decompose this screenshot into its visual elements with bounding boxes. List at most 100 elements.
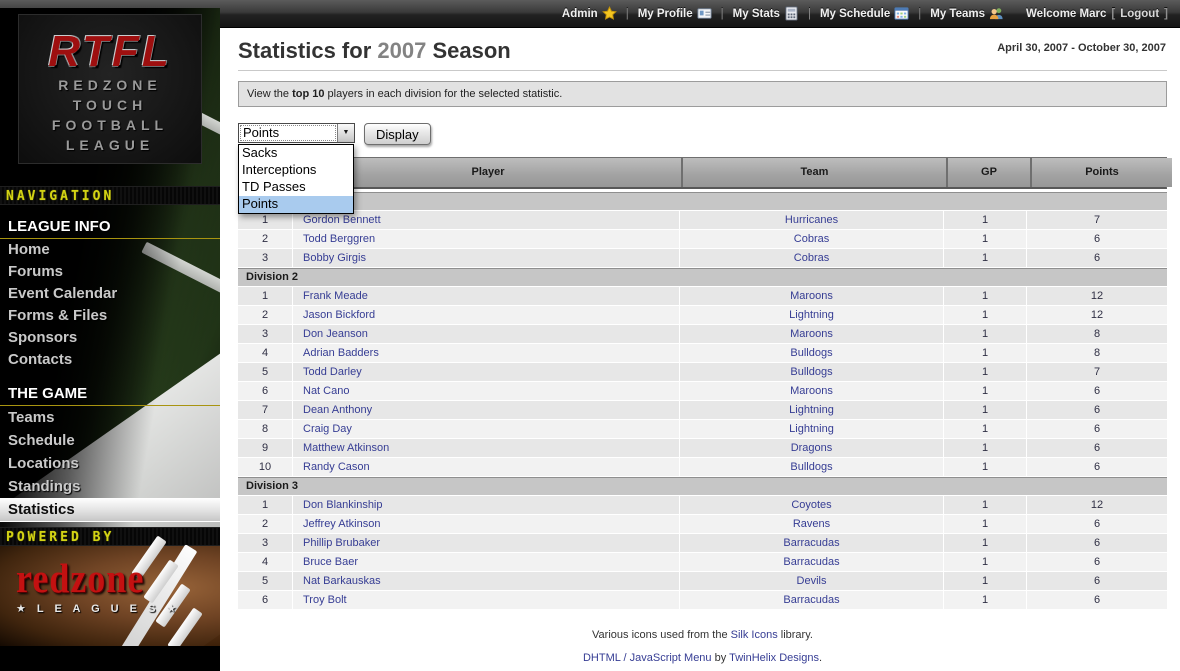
my-teams-label: My Teams xyxy=(930,7,986,20)
team-link[interactable]: Maroons xyxy=(790,290,833,302)
sidebar-item-forums[interactable]: Forums xyxy=(8,263,64,280)
table-row: 6 Nat Cano Maroons 1 6 xyxy=(238,382,1167,400)
gp-cell: 1 xyxy=(944,572,1026,590)
rank-cell: 4 xyxy=(238,344,292,362)
display-button[interactable]: Display xyxy=(364,123,431,145)
player-link[interactable]: Bobby Girgis xyxy=(303,252,366,264)
team-link[interactable]: Barracudas xyxy=(783,556,840,568)
player-link[interactable]: Randy Cason xyxy=(303,461,370,473)
team-link[interactable]: Cobras xyxy=(793,252,830,264)
silk-icons-link[interactable]: Silk Icons xyxy=(730,629,778,641)
player-cell: Jeffrey Atkinson xyxy=(293,515,679,533)
column-header-team: Team xyxy=(683,158,946,187)
sidebar-item-teams[interactable]: Teams xyxy=(8,409,55,426)
menu-separator: | xyxy=(918,7,922,20)
team-cell: Maroons xyxy=(680,382,943,400)
select-option-points[interactable]: Points xyxy=(239,196,353,213)
sidebar-item-sponsors[interactable]: Sponsors xyxy=(8,329,78,346)
team-link[interactable]: Cobras xyxy=(793,233,830,245)
sidebar-item-contacts[interactable]: Contacts xyxy=(8,351,73,368)
select-option-interceptions[interactable]: Interceptions xyxy=(242,162,317,177)
my-schedule-link[interactable]: My Schedule xyxy=(820,6,909,21)
player-link[interactable]: Jeffrey Atkinson xyxy=(303,518,381,530)
my-stats-link[interactable]: My Stats xyxy=(733,6,799,21)
table-row: 5 Nat Barkauskas Devils 1 6 xyxy=(238,572,1167,590)
table-row: 3 Don Jeanson Maroons 1 8 xyxy=(238,325,1167,343)
player-link[interactable]: Nat Cano xyxy=(303,385,350,397)
team-cell: Maroons xyxy=(680,325,943,343)
sidebar-item-statistics[interactable]: Statistics xyxy=(0,498,220,522)
menu-separator: | xyxy=(625,7,629,20)
stats-table: Player Team GP Points Division 11Gordon … xyxy=(238,157,1172,609)
player-cell: Troy Bolt xyxy=(293,591,679,609)
team-link[interactable]: Ravens xyxy=(792,518,831,530)
team-link[interactable]: Hurricanes xyxy=(784,214,839,226)
player-link[interactable]: Bruce Baer xyxy=(303,556,359,568)
team-link[interactable]: Bulldogs xyxy=(790,347,833,359)
team-cell: Barracudas xyxy=(680,534,943,552)
player-link[interactable]: Craig Day xyxy=(303,423,352,435)
title-prefix: Statistics for xyxy=(238,38,372,63)
sidebar-item-forms-files[interactable]: Forms & Files xyxy=(8,307,108,324)
select-option-sacks[interactable]: Sacks xyxy=(242,145,278,160)
team-link[interactable]: Barracudas xyxy=(783,594,840,606)
twinhelix-link[interactable]: TwinHelix Designs xyxy=(729,652,819,664)
team-cell: Lightning xyxy=(680,306,943,324)
sidebar-item-standings[interactable]: Standings xyxy=(8,478,81,495)
column-header-gp: GP xyxy=(948,158,1030,187)
player-link[interactable]: Adrian Badders xyxy=(303,347,379,359)
team-link[interactable]: Devils xyxy=(796,575,827,587)
player-cell: Frank Meade xyxy=(293,287,679,305)
sidebar-item-event-calendar[interactable]: Event Calendar xyxy=(8,285,118,302)
points-cell: 8 xyxy=(1027,344,1167,362)
vcard-icon xyxy=(697,8,712,19)
player-link[interactable]: Phillip Brubaker xyxy=(303,537,381,549)
team-link[interactable]: Lightning xyxy=(789,404,834,416)
select-option-td-passes[interactable]: TD Passes xyxy=(242,179,306,194)
gp-cell: 1 xyxy=(944,420,1026,438)
my-profile-link[interactable]: My Profile xyxy=(638,6,712,21)
team-link[interactable]: Maroons xyxy=(790,385,833,397)
page-title: Statistics for 2007 Season xyxy=(238,38,1167,64)
team-link[interactable]: Lightning xyxy=(789,309,834,321)
player-link[interactable]: Dean Anthony xyxy=(303,404,373,416)
admin-link[interactable]: Admin xyxy=(562,6,617,21)
player-link[interactable]: Frank Meade xyxy=(303,290,368,302)
redzone-leagues-logo: redzone xyxy=(16,555,145,601)
team-link[interactable]: Maroons xyxy=(790,328,833,340)
player-link[interactable]: Todd Darley xyxy=(303,366,362,378)
points-cell: 6 xyxy=(1027,439,1167,457)
controls-row: Points ▼ Display Sacks Interceptions TD Pa… xyxy=(238,123,1167,214)
player-link[interactable]: Nat Barkauskas xyxy=(303,575,381,587)
player-link[interactable]: Todd Berggren xyxy=(303,233,376,245)
table-row: 10 Randy Cason Bulldogs 1 6 xyxy=(238,458,1167,476)
player-cell: Phillip Brubaker xyxy=(293,534,679,552)
sidebar-item-schedule[interactable]: Schedule xyxy=(8,432,75,449)
statistic-select[interactable]: Points ▼ xyxy=(238,123,355,143)
team-link[interactable]: Coyotes xyxy=(791,499,832,511)
logout-link[interactable]: Logout xyxy=(1120,7,1160,20)
table-row: 3 Bobby Girgis Cobras 1 6 xyxy=(238,249,1167,267)
points-cell: 6 xyxy=(1027,382,1167,400)
player-link[interactable]: Matthew Atkinson xyxy=(303,442,390,454)
league-logo-line: TOUCH xyxy=(72,97,148,113)
gp-cell: 1 xyxy=(944,287,1026,305)
player-link[interactable]: Jason Bickford xyxy=(303,309,376,321)
sidebar-item-locations[interactable]: Locations xyxy=(8,455,79,472)
team-link[interactable]: Lightning xyxy=(789,423,834,435)
menu-credit: DHTML / JavaScript Menu by TwinHelix Des… xyxy=(238,652,1167,664)
player-link[interactable]: Troy Bolt xyxy=(303,594,347,606)
sidebar-sections: LEAGUE INFO Home Forums Event Calendar Forms… xyxy=(0,218,220,536)
dhtml-menu-link[interactable]: DHTML / JavaScript Menu xyxy=(582,652,712,664)
group-icon xyxy=(989,8,1003,20)
player-link[interactable]: Don Blankinship xyxy=(303,499,383,511)
sidebar-item-home[interactable]: Home xyxy=(8,241,50,258)
team-link[interactable]: Dragons xyxy=(790,442,833,454)
team-link[interactable]: Bulldogs xyxy=(790,366,833,378)
my-teams-link[interactable]: My Teams xyxy=(930,6,1004,21)
team-link[interactable]: Barracudas xyxy=(783,537,840,549)
team-link[interactable]: Bulldogs xyxy=(790,461,833,473)
chevron-down-icon[interactable]: ▼ xyxy=(337,124,354,142)
player-link[interactable]: Gordon Bennett xyxy=(303,214,381,226)
player-link[interactable]: Don Jeanson xyxy=(303,328,368,340)
